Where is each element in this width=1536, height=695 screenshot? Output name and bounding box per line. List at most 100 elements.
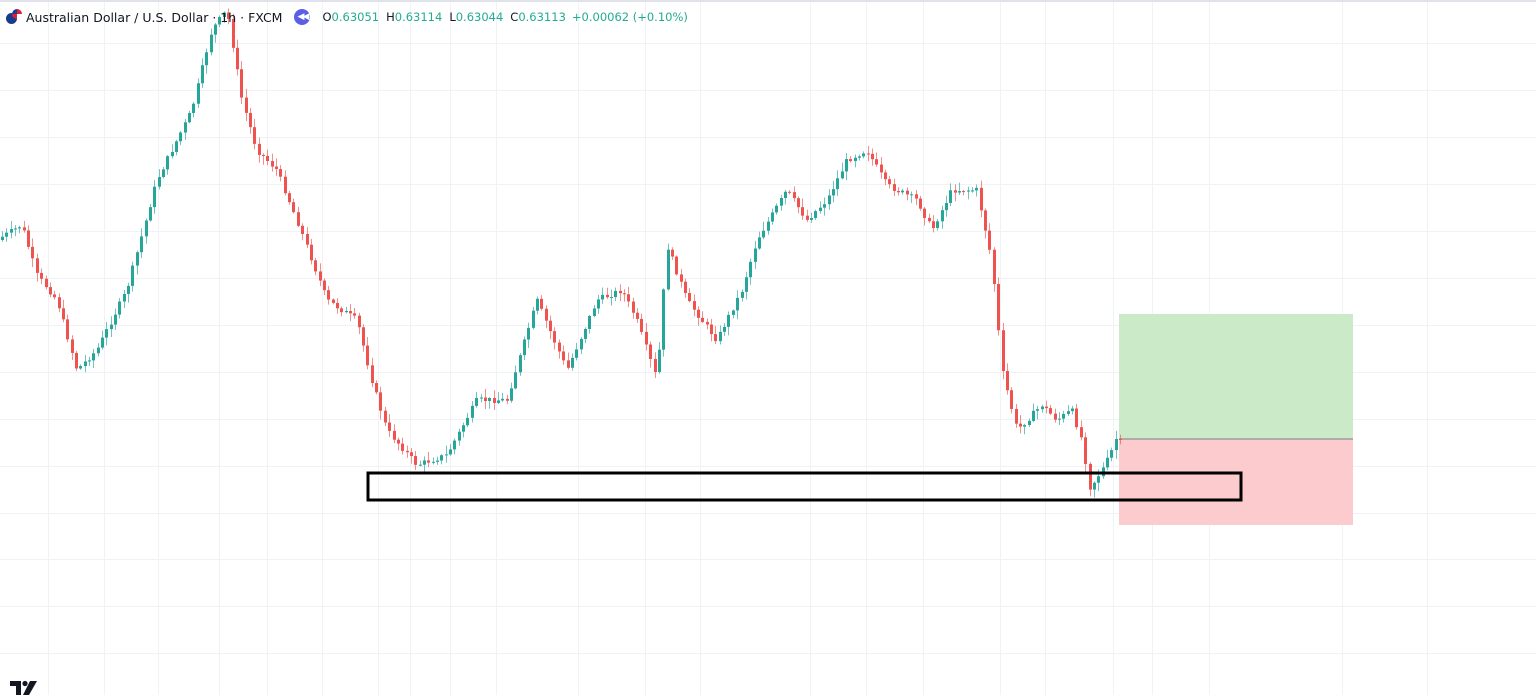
symbol-legend: Australian Dollar / U.S. Dollar · 1h · F…	[6, 7, 688, 27]
candle-bullish	[84, 361, 87, 367]
candle-bearish	[1010, 390, 1013, 409]
candle-bullish	[1115, 439, 1118, 451]
symbol-title[interactable]: Australian Dollar / U.S. Dollar · 1h · F…	[26, 9, 283, 25]
candle-bearish	[606, 294, 609, 298]
candle-bearish	[553, 331, 556, 343]
candle-bearish	[1019, 423, 1022, 427]
candle-bearish	[27, 230, 30, 247]
candle-bearish	[297, 212, 300, 226]
candle-bearish	[371, 365, 374, 384]
ohlc-high: H0.63114	[386, 10, 443, 24]
candle-bullish	[810, 218, 813, 220]
candle-bullish	[445, 454, 448, 456]
candle-bullish	[158, 177, 161, 187]
candle-bullish	[941, 210, 944, 222]
candle-bearish	[427, 460, 430, 463]
candle-bearish	[232, 18, 235, 48]
candle-bearish	[262, 154, 265, 156]
candle-bearish	[327, 290, 330, 300]
candle-bearish	[797, 198, 800, 208]
candle-bearish	[384, 410, 387, 423]
candle-bullish	[92, 353, 95, 361]
candle-bullish	[127, 285, 130, 294]
candle-bullish	[345, 311, 348, 313]
candle-bullish	[862, 153, 865, 157]
candle-bullish	[214, 24, 217, 35]
candle-bullish	[205, 52, 208, 66]
price-change: +0.00062 (+0.10%)	[571, 10, 688, 24]
candle-bullish	[462, 425, 465, 432]
candle-bearish	[493, 398, 496, 403]
candle-bearish	[1015, 408, 1018, 424]
candle-bullish	[975, 187, 978, 191]
candle-bearish	[236, 47, 239, 70]
ohlc-values: O0.63051 H0.63114 L0.63044 C0.63113	[322, 10, 565, 24]
candle-bullish	[110, 324, 113, 330]
candle-bullish	[784, 191, 787, 199]
candle-bearish	[623, 293, 626, 295]
candle-bearish	[249, 112, 252, 128]
candle-bullish	[836, 178, 839, 190]
candle-bullish	[536, 298, 539, 311]
candle-bearish	[806, 215, 809, 220]
candle-bearish	[353, 313, 356, 316]
candle-bullish	[114, 314, 117, 325]
tradingview-logo-icon[interactable]	[10, 679, 38, 695]
candle-bullish	[758, 237, 761, 249]
candle-bullish	[819, 207, 822, 212]
candle-bullish	[1, 236, 4, 240]
stop-loss-zone[interactable]	[1119, 439, 1353, 525]
candle-bearish	[279, 169, 282, 177]
candle-bullish	[131, 265, 134, 286]
candle-bearish	[284, 176, 287, 194]
candle-bearish	[888, 179, 891, 185]
candle-bearish	[310, 244, 313, 261]
candle-bearish	[75, 352, 78, 369]
candle-bullish	[179, 132, 182, 142]
candle-bearish	[288, 193, 291, 203]
candle-bullish	[823, 204, 826, 208]
candle-bearish	[275, 166, 278, 170]
candle-bearish	[680, 274, 683, 282]
candle-bullish	[741, 291, 744, 298]
candle-bearish	[410, 452, 413, 457]
candle-bullish	[588, 315, 591, 329]
profit-target-zone[interactable]	[1119, 314, 1353, 439]
candle-bullish	[188, 113, 191, 123]
candle-bearish	[53, 294, 56, 298]
candle-bullish	[458, 431, 461, 441]
candle-bullish	[832, 189, 835, 196]
candle-bearish	[336, 302, 339, 309]
candle-bullish	[958, 191, 961, 193]
candle-bearish	[619, 290, 622, 294]
candle-bullish	[1110, 450, 1113, 458]
candle-bearish	[545, 308, 548, 321]
candle-bearish	[645, 331, 648, 345]
candle-bullish	[432, 461, 435, 463]
candle-bearish	[358, 315, 361, 328]
candle-bullish	[218, 17, 221, 25]
candle-bullish	[223, 12, 226, 18]
candle-bullish	[501, 398, 504, 401]
support-zone-rectangle[interactable]	[366, 471, 1243, 502]
candle-bearish	[567, 360, 570, 368]
candle-bullish	[527, 327, 530, 340]
candle-bullish	[845, 159, 848, 172]
candle-bullish	[858, 156, 861, 158]
candle-bearish	[636, 312, 639, 319]
candle-bearish	[875, 159, 878, 165]
candle-bullish	[171, 151, 174, 157]
candle-bullish	[762, 230, 765, 238]
candle-bullish	[1036, 409, 1039, 411]
candle-bearish	[319, 271, 322, 281]
candle-bearish	[640, 318, 643, 332]
candle-bearish	[1084, 437, 1087, 464]
rewind-icon[interactable]: ◀◀	[294, 9, 311, 25]
candle-bullish	[658, 349, 661, 372]
candle-bullish	[901, 190, 904, 193]
candle-bearish	[1080, 427, 1083, 438]
candle-bearish	[40, 272, 43, 279]
candle-bullish	[723, 326, 726, 332]
